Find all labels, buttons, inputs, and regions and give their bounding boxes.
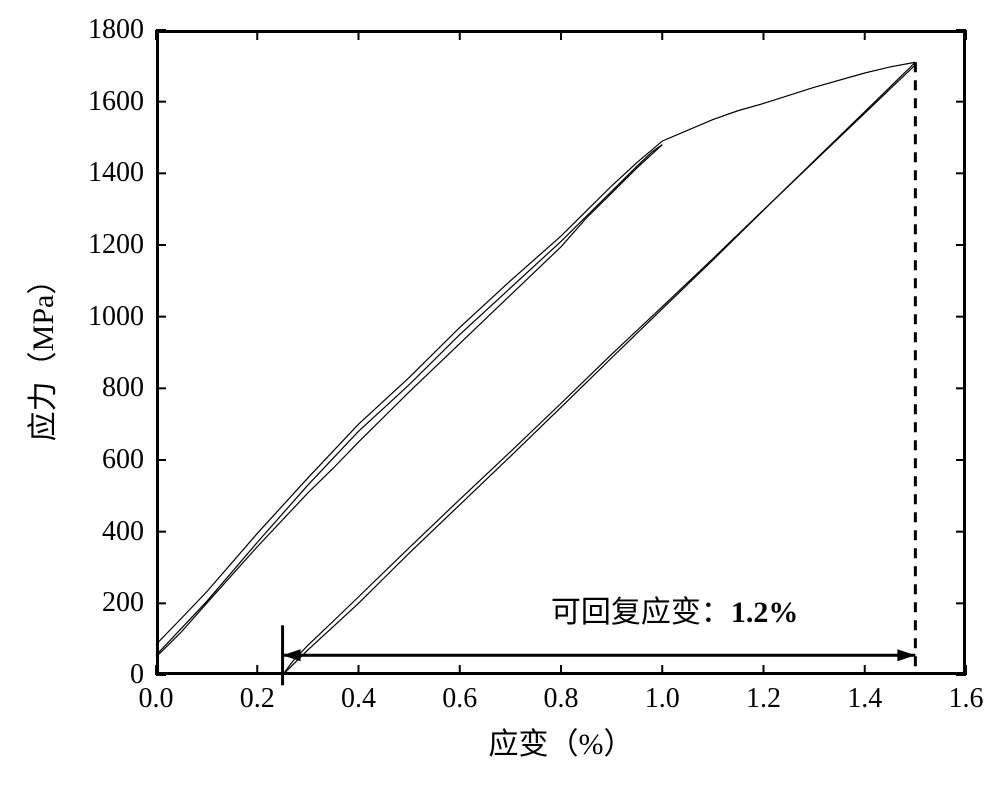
y-tick-label: 0: [0, 659, 144, 691]
x-tick-label: 0.8: [544, 683, 579, 715]
y-tick-label: 1800: [0, 14, 144, 46]
y-tick-label: 400: [0, 516, 144, 548]
x-tick-label: 0.4: [341, 683, 376, 715]
curve-load1: [156, 145, 662, 656]
chart-svg: [0, 0, 1000, 786]
y-tick-label: 1200: [0, 229, 144, 261]
x-tick-label: 1.6: [949, 683, 984, 715]
x-tick-label: 1.4: [847, 683, 882, 715]
x-tick-label: 1.2: [746, 683, 781, 715]
y-tick-label: 200: [0, 587, 144, 619]
stress-strain-chart: 020040060080010001200140016001800 0.00.2…: [0, 0, 1000, 786]
x-axis-label: 应变（%）: [489, 719, 634, 763]
recoverable-strain-value: 1.2%: [731, 596, 799, 629]
y-axis-label: 应力（MPa）: [18, 264, 62, 441]
curve-unload1: [156, 145, 662, 657]
y-tick-label: 1600: [0, 86, 144, 118]
x-tick-label: 0.0: [139, 683, 174, 715]
recoverable-strain-text: 可回复应变：: [551, 596, 731, 629]
x-tick-label: 0.2: [240, 683, 275, 715]
recoverable-strain-label: 可回复应变：1.2%: [551, 587, 799, 631]
x-tick-label: 1.0: [645, 683, 680, 715]
curve-load2: [156, 62, 915, 644]
curve-unload2: [283, 62, 916, 675]
y-tick-label: 1400: [0, 157, 144, 189]
y-tick-label: 600: [0, 444, 144, 476]
x-tick-label: 0.6: [442, 683, 477, 715]
